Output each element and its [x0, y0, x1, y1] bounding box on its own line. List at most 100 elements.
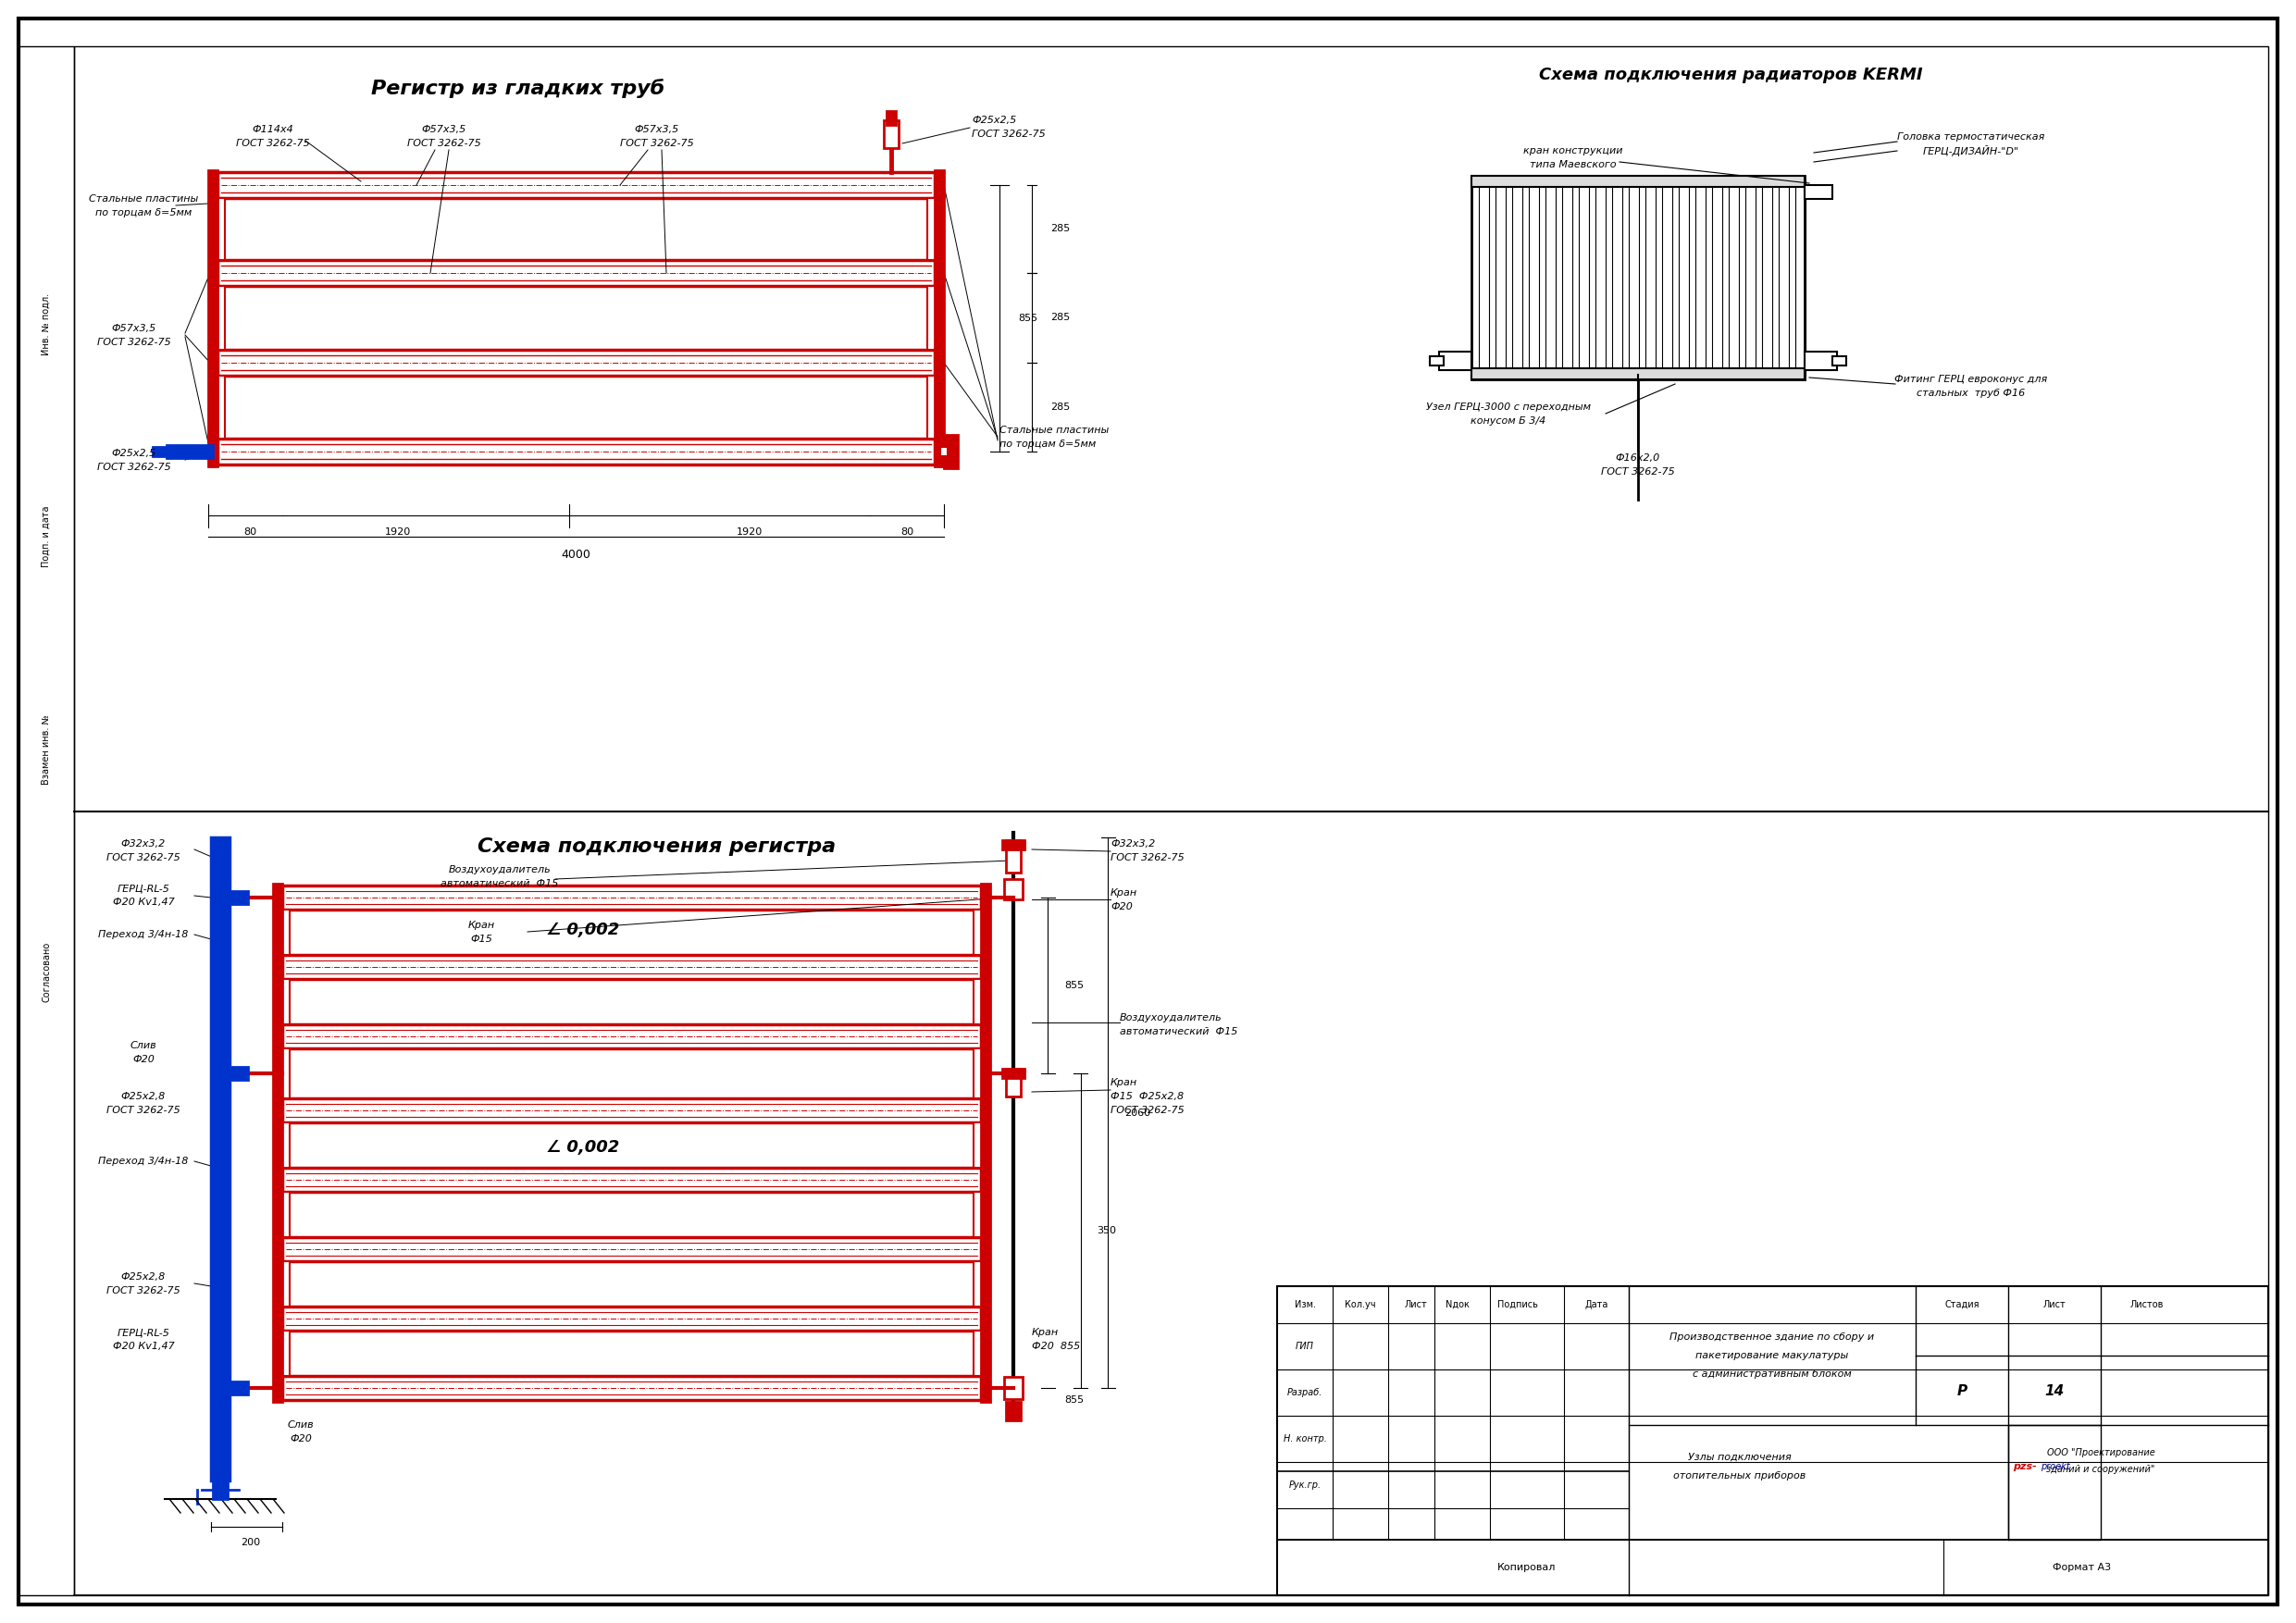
Bar [1529, 180, 1538, 375]
Text: Листов: Листов [2131, 1300, 2163, 1310]
Bar [941, 446, 948, 456]
Bar [218, 260, 934, 286]
Bar [974, 1048, 987, 1099]
Text: 14: 14 [2046, 1384, 2064, 1397]
Bar [1430, 355, 1444, 365]
Bar [1006, 841, 1022, 873]
Bar [225, 891, 248, 904]
Text: Ф57х3,5: Ф57х3,5 [422, 125, 466, 135]
Text: Схема подключения радиаторов KERMI: Схема подключения радиаторов KERMI [1538, 67, 1922, 83]
Bar [928, 198, 941, 260]
Bar [1628, 180, 1639, 375]
Text: Слив: Слив [287, 1420, 315, 1430]
Text: с административным блоком: с административным блоком [1692, 1370, 1851, 1378]
Bar [282, 886, 980, 909]
Text: Изм.: Изм. [1295, 1300, 1316, 1310]
Bar [1003, 841, 1024, 849]
Bar [168, 445, 214, 458]
Text: Рук.гр.: Рук.гр. [1288, 1480, 1320, 1490]
Text: proekt: proekt [2041, 1462, 2071, 1470]
Text: Р: Р [1956, 1384, 1968, 1397]
Text: Ф15  Ф25х2,8: Ф15 Ф25х2,8 [1111, 1092, 1185, 1100]
Bar [886, 110, 895, 125]
Bar [974, 1261, 987, 1307]
Text: автоматический  Ф15: автоматический Ф15 [441, 880, 558, 888]
Text: Кран: Кран [1111, 888, 1137, 898]
Text: 2060: 2060 [1125, 1109, 1150, 1117]
Text: ГОСТ 3262-75: ГОСТ 3262-75 [620, 140, 693, 148]
Text: Лист: Лист [1405, 1300, 1428, 1310]
Bar [276, 1261, 289, 1307]
Text: пакетирование макулатуры: пакетирование макулатуры [1697, 1350, 1848, 1360]
Bar [209, 286, 225, 351]
Text: Узел ГЕРЦ-3000 с переходным: Узел ГЕРЦ-3000 с переходным [1426, 403, 1591, 412]
Bar [1003, 1376, 1022, 1399]
Bar [282, 1167, 980, 1191]
Text: ООО "Проектирование: ООО "Проектирование [2046, 1448, 2154, 1457]
Bar [282, 1376, 980, 1401]
Text: 285: 285 [1049, 224, 1070, 234]
Bar [282, 1237, 980, 1261]
Bar [209, 375, 225, 438]
Text: Фитинг ГЕРЦ евроконус для: Фитинг ГЕРЦ евроконус для [1894, 375, 2048, 385]
Text: ГОСТ 3262-75: ГОСТ 3262-75 [106, 1285, 181, 1295]
Bar [1662, 180, 1671, 375]
Text: Ф20 Кv1,47: Ф20 Кv1,47 [113, 1342, 174, 1350]
Bar [1003, 880, 1022, 899]
Text: ГИП: ГИП [1295, 1342, 1313, 1350]
Bar [974, 909, 987, 954]
Text: Схема подключения регистра: Схема подключения регистра [478, 837, 836, 855]
Text: Воздухоудалитель: Воздухоудалитель [448, 865, 551, 875]
Text: 80: 80 [243, 527, 257, 537]
Text: Формат А3: Формат А3 [2053, 1563, 2112, 1573]
Text: Ф15: Ф15 [471, 935, 491, 945]
Text: Ф25х2,8: Ф25х2,8 [122, 1272, 165, 1282]
Text: Воздухоудалитель: Воздухоудалитель [1120, 1013, 1221, 1022]
Bar [928, 286, 941, 351]
Bar [1729, 180, 1738, 375]
Text: Дата: Дата [1584, 1300, 1607, 1310]
Text: 285: 285 [1049, 313, 1070, 323]
Bar [1832, 355, 1846, 365]
Text: Согласовано: Согласовано [41, 941, 51, 1001]
Text: ГОСТ 3262-75: ГОСТ 3262-75 [96, 463, 172, 472]
Text: 350: 350 [1097, 1225, 1116, 1235]
Text: Кран: Кран [1111, 1078, 1137, 1087]
Text: ГЕРЦ-ДИЗАЙН-"D": ГЕРЦ-ДИЗАЙН-"D" [1924, 146, 2020, 156]
Bar [928, 375, 941, 438]
Bar [1646, 180, 1655, 375]
Bar [2009, 1425, 2101, 1540]
Bar [944, 435, 957, 467]
Text: Ф57х3,5: Ф57х3,5 [113, 325, 156, 333]
Bar [209, 170, 218, 466]
Text: типа Маевского: типа Маевского [1529, 161, 1616, 169]
Text: 1920: 1920 [386, 527, 411, 537]
Text: Ф16х2,0: Ф16х2,0 [1616, 453, 1660, 463]
Bar [980, 883, 990, 1402]
Bar [1580, 180, 1589, 375]
Text: 855: 855 [1065, 980, 1084, 990]
Text: ∠ 0,002: ∠ 0,002 [546, 1139, 620, 1156]
Bar [276, 1048, 289, 1099]
Text: Подпись: Подпись [1497, 1300, 1538, 1310]
Text: Лист: Лист [2043, 1300, 2066, 1310]
Bar [1805, 352, 1837, 370]
Text: 80: 80 [900, 527, 914, 537]
Text: Ф20 Кv1,47: Ф20 Кv1,47 [113, 898, 174, 907]
Bar [1805, 185, 1832, 200]
Text: отопительных приборов: отопительных приборов [1674, 1470, 1807, 1480]
Text: Ф25х2,8: Ф25х2,8 [122, 1092, 165, 1100]
Text: Подп. и дата: Подп. и дата [41, 506, 51, 568]
Bar [282, 1307, 980, 1331]
Text: стальных  труб Ф16: стальных труб Ф16 [1917, 388, 2025, 398]
Text: ГОСТ 3262-75: ГОСТ 3262-75 [1600, 467, 1674, 477]
Bar [1612, 180, 1623, 375]
Bar [276, 909, 289, 954]
Text: Слив: Слив [131, 1040, 156, 1050]
Text: Ф114х4: Ф114х4 [253, 125, 294, 135]
Bar [1694, 180, 1706, 375]
Text: Переход 3/4н-18: Переход 3/4н-18 [99, 1157, 188, 1165]
Text: по торцам δ=5мм: по торцам δ=5мм [999, 440, 1095, 450]
Bar [282, 1024, 980, 1048]
Text: 855: 855 [1017, 313, 1038, 323]
